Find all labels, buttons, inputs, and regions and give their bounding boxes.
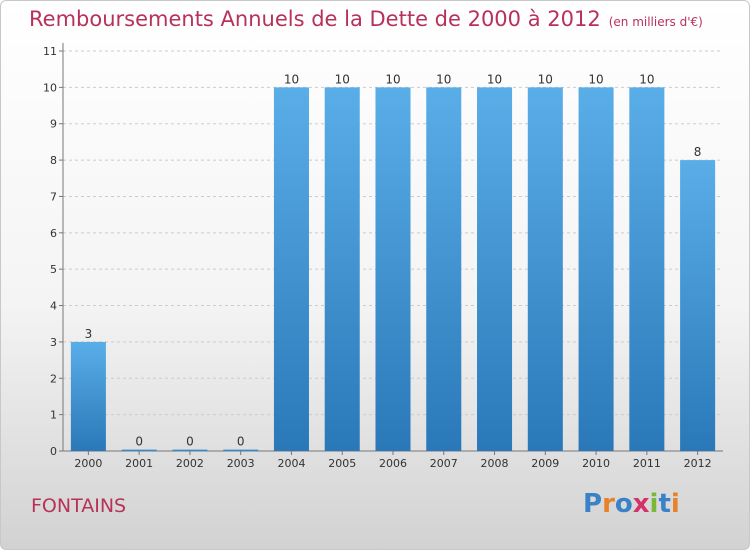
y-tick-label-6: 6 (50, 227, 57, 240)
bar-2010 (578, 87, 614, 451)
bar-2000 (70, 341, 106, 451)
logo-letter: i (670, 489, 680, 519)
x-tick-labels: 2000 2001 2002 2003 2004 2005 2006 2007 2008 2009… (74, 451, 712, 470)
bar-2011 (629, 87, 665, 451)
y-tick-label-11: 11 (43, 45, 57, 58)
y-tick-labels: 0 1 2 3 4 5 6 7 8 9 10 11 (43, 45, 57, 458)
x-tick-label-2005: 2005 (328, 457, 356, 470)
logo-letter: P (583, 489, 603, 519)
data-label-2008: 10 (487, 72, 502, 86)
x-tick-label-2012: 2012 (684, 457, 712, 470)
data-label-2004: 10 (284, 72, 299, 86)
x-tick-label-2011: 2011 (633, 457, 661, 470)
data-label-2006: 10 (385, 72, 400, 86)
chart-unit: (en milliers d'€) (608, 15, 703, 29)
y-tick-label-9: 9 (50, 118, 57, 131)
y-tick-label-3: 3 (50, 336, 57, 349)
y-tick-label-2: 2 (50, 372, 57, 385)
x-tick-label-2002: 2002 (176, 457, 204, 470)
y-tick-label-1: 1 (50, 409, 57, 422)
data-label-2009: 10 (538, 72, 553, 86)
chart-title-text: Remboursements Annuels de la Dette de 20… (29, 7, 601, 31)
logo-letter: t (658, 489, 671, 519)
data-label-2010: 10 (588, 72, 603, 86)
bar-2001 (121, 449, 157, 451)
bar-2009 (527, 87, 563, 451)
bar-2007 (426, 87, 462, 451)
y-tick-label-0: 0 (50, 445, 57, 458)
bar-2008 (477, 87, 513, 451)
y-tick-label-4: 4 (50, 300, 57, 313)
x-tick-label-2008: 2008 (481, 457, 509, 470)
data-label-2002: 0 (186, 435, 194, 449)
chart-title: Remboursements Annuels de la Dette de 20… (29, 7, 703, 31)
bar-2004 (273, 87, 309, 451)
bar-2003 (223, 449, 259, 451)
x-tick-label-2003: 2003 (227, 457, 255, 470)
bar-2005 (324, 87, 360, 451)
data-labels: 3 0 0 0 10 10 10 10 10 10 10 10 8 (85, 72, 702, 448)
data-label-2001: 0 (135, 435, 143, 449)
data-label-2005: 10 (335, 72, 350, 86)
x-tick-label-2009: 2009 (531, 457, 559, 470)
x-tick-label-2004: 2004 (277, 457, 305, 470)
bar-2006 (375, 87, 411, 451)
x-tick-label-2001: 2001 (125, 457, 153, 470)
y-tick-label-10: 10 (43, 81, 57, 94)
x-tick-label-2007: 2007 (430, 457, 458, 470)
x-tick-label-2010: 2010 (582, 457, 610, 470)
y-tick-label-5: 5 (50, 263, 57, 276)
data-label-2012: 8 (694, 145, 702, 159)
logo-letter: i (649, 489, 659, 519)
location-name: FONTAINS (31, 495, 127, 517)
logo-letter: o (614, 489, 633, 519)
data-label-2007: 10 (436, 72, 451, 86)
bars (70, 87, 716, 451)
data-label-2011: 10 (639, 72, 654, 86)
x-tick-label-2006: 2006 (379, 457, 407, 470)
proxiti-logo: Proxiti (583, 489, 680, 519)
data-label-2000: 3 (85, 327, 93, 341)
data-label-2003: 0 (237, 435, 245, 449)
y-tick-label-8: 8 (50, 154, 57, 167)
bar-2002 (172, 449, 208, 451)
bar-2012 (680, 160, 716, 451)
y-tick-label-7: 7 (50, 190, 57, 203)
x-tick-label-2000: 2000 (74, 457, 102, 470)
logo-letter: x (632, 489, 650, 519)
logo-letter: r (602, 489, 615, 519)
